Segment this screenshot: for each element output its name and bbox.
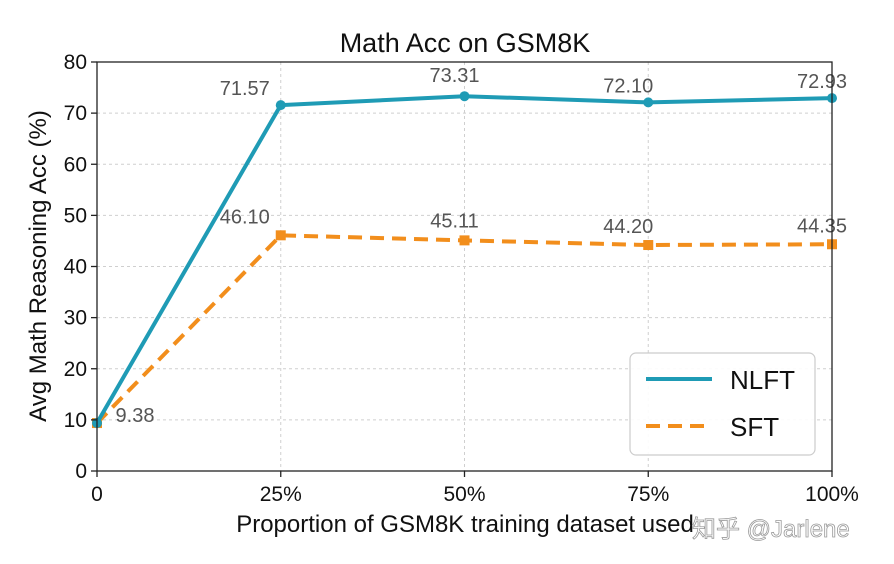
y-tick-label: 50	[64, 204, 87, 227]
legend-label-sft: SFT	[730, 412, 779, 442]
legend-label-nlft: NLFT	[730, 365, 795, 395]
x-tick-label: 100%	[805, 483, 859, 506]
data-point-nlft	[643, 97, 654, 108]
y-axis-label: Avg Math Reasoning Acc (%)	[25, 110, 52, 422]
x-axis-ticks: 0 25% 50% 75% 100%	[91, 471, 859, 506]
x-tick-label: 25%	[260, 483, 302, 506]
data-point-sft	[459, 235, 470, 246]
data-label-sft: 44.35	[797, 215, 847, 237]
y-tick-label: 20	[64, 358, 87, 381]
data-label-nlft: 71.57	[220, 78, 270, 100]
x-tick-label: 75%	[627, 483, 669, 506]
data-label-nlft: 72.93	[797, 71, 847, 93]
y-tick-label: 80	[64, 51, 87, 74]
y-tick-label: 30	[64, 307, 87, 330]
data-point-sft	[643, 240, 654, 251]
data-label-sft: 9.38	[116, 405, 155, 427]
x-axis-label: Proportion of GSM8K training dataset use…	[236, 511, 694, 538]
data-label-sft: 45.11	[430, 210, 479, 232]
data-label-nlft: 72.10	[603, 75, 653, 97]
watermark-text: 知乎 @Jarlene	[692, 516, 850, 543]
data-label-sft: 44.20	[603, 216, 653, 238]
legend: NLFT SFT	[629, 352, 816, 456]
y-tick-label: 0	[75, 460, 87, 483]
series-layer	[92, 91, 837, 429]
data-point-sft	[275, 230, 286, 241]
data-point-nlft	[459, 91, 470, 102]
data-label-sft: 46.10	[220, 206, 270, 228]
x-tick-label: 50%	[443, 483, 485, 506]
x-tick-label: 0	[91, 483, 103, 506]
y-tick-label: 60	[64, 153, 87, 176]
data-point-nlft	[275, 100, 286, 111]
data-label-nlft: 73.31	[429, 65, 479, 87]
data-labels: 71.57 73.31 72.10 72.93 9.38 46.10 45.11 44.20 4…	[116, 65, 848, 427]
y-tick-label: 40	[64, 256, 87, 279]
chart-title: Math Acc on GSM8K	[340, 28, 591, 58]
y-tick-label: 70	[64, 102, 87, 125]
y-tick-label: 10	[64, 409, 87, 432]
y-axis-ticks: 0 10 20 30 40 50 60 70 80	[64, 51, 97, 483]
